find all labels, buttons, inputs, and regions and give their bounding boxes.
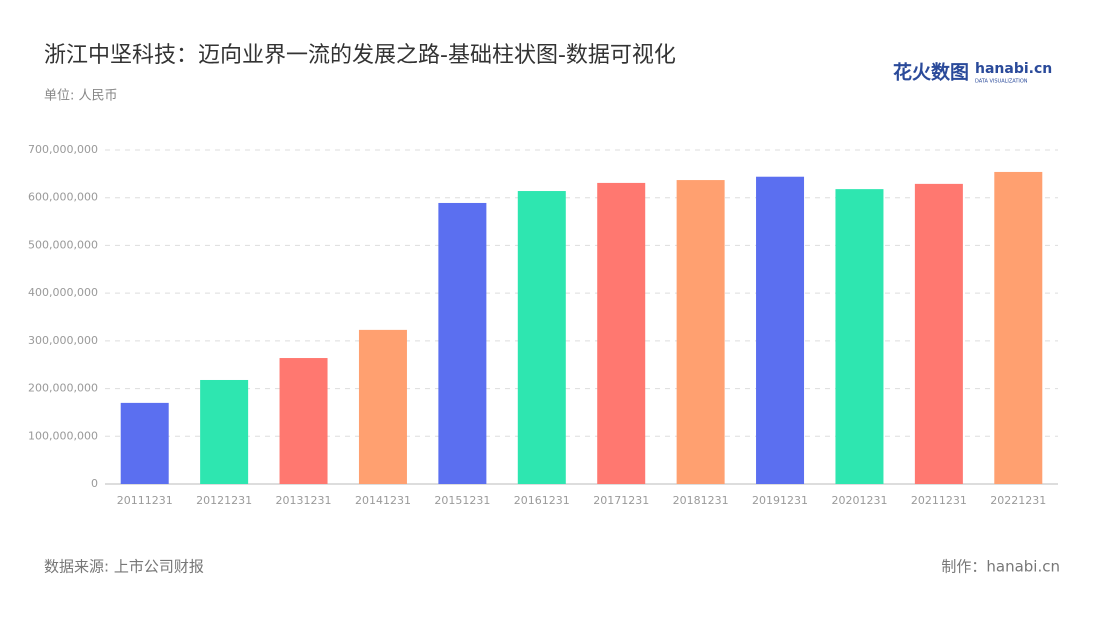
x-tick-label: 20161231 [514,494,570,507]
credit: 制作：hanabi.cn [941,558,1060,576]
x-tick-label: 20171231 [593,494,649,507]
bar [835,189,884,484]
x-tick-label: 20131231 [276,494,332,507]
bar [676,180,725,484]
x-tick-label: 20201231 [831,494,887,507]
bar [994,171,1043,484]
bar [200,379,249,484]
chart-title: 浙江中坚科技：迈向业界一流的发展之路-基础柱状图-数据可视化 [44,43,676,68]
y-tick-label: 100,000,000 [28,429,98,442]
x-tick-label: 20151231 [434,494,490,507]
bar [438,202,487,484]
y-tick-label: 400,000,000 [28,286,98,299]
y-tick-label: 600,000,000 [28,191,98,204]
bar [756,176,805,484]
bar [358,329,407,484]
bar [517,191,566,484]
bar [914,183,963,484]
logo-site: hanabi.cn [975,61,1052,77]
x-tick-label: 20111231 [117,494,173,507]
chart-subtitle: 单位: 人民币 [44,89,118,104]
logo-name: 花火数图 [893,61,969,84]
y-tick-label: 300,000,000 [28,334,98,347]
y-tick-label: 500,000,000 [28,238,98,251]
source: 数据来源: 上市公司财报 [44,558,204,576]
x-tick-label: 20141231 [355,494,411,507]
x-tick-label: 20181231 [673,494,729,507]
x-tick-label: 20211231 [911,494,967,507]
x-tick-label: 20191231 [752,494,808,507]
x-tick-label: 20221231 [990,494,1046,507]
bar [120,402,169,484]
y-tick-label: 200,000,000 [28,382,98,395]
bar [597,182,646,484]
x-tick-label: 20121231 [196,494,252,507]
y-tick-label: 700,000,000 [28,143,98,156]
logo-tagline: DATA VISUALIZATION [975,79,1028,85]
y-tick-label: 0 [91,477,98,490]
bar [279,358,328,484]
